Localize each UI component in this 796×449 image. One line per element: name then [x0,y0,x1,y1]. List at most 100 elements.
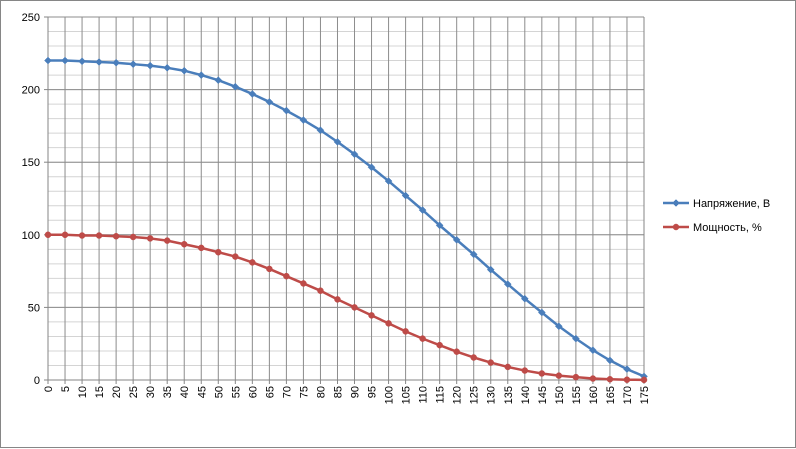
data-point [572,373,580,381]
data-point [265,98,274,106]
data-point [418,206,427,214]
data-point [486,265,495,274]
data-point [606,376,614,383]
data-point [623,365,631,373]
data-point [435,221,444,230]
y-tick-label: 0 [34,375,40,387]
legend: Напряжение, В Мощность, % [663,198,770,234]
data-point [283,272,290,280]
data-point [44,56,52,65]
x-tick-label: 65 [264,386,276,398]
series-layer [44,56,648,384]
x-tick-label: 110 [418,386,430,404]
data-point [282,106,291,115]
x-tick-label: 165 [605,386,617,404]
data-point [572,334,580,343]
x-tick-label: 0 [43,386,55,392]
legend-label: Напряжение, В [693,198,770,210]
data-point [316,126,325,135]
data-point [503,280,512,289]
data-point [300,280,307,287]
data-point [419,335,426,342]
x-tick-label: 80 [315,386,327,398]
data-point [487,359,494,366]
grid-major-lines [48,16,644,381]
data-point [589,375,597,382]
data-point [112,233,120,240]
data-point [606,356,614,365]
data-point [469,250,478,259]
x-tick-label: 125 [469,386,481,404]
data-point [95,232,103,239]
data-point [384,177,393,185]
x-tick-label: 160 [588,386,600,404]
data-point [163,237,171,244]
data-point [248,90,257,98]
series-2 [44,231,648,384]
data-point [180,240,188,248]
x-tick-label: 45 [196,386,208,398]
x-tick-label: 105 [401,386,413,404]
x-tick-label: 120 [452,386,464,404]
data-point [452,236,461,244]
data-point [537,308,546,317]
x-tick-label: 50 [213,386,225,398]
data-point [129,233,137,241]
x-tick-label: 170 [622,386,634,404]
data-point [129,60,137,69]
data-point [368,312,375,319]
x-tick-label: 25 [128,386,140,398]
y-tick-label: 150 [22,157,40,169]
data-point [61,231,69,239]
data-point [367,163,376,172]
data-point [470,354,477,361]
data-point [163,63,172,72]
x-tick-label: 55 [230,386,242,398]
data-point [231,82,240,91]
legend-marker [672,199,680,207]
data-point [232,253,239,260]
data-point [78,232,86,239]
data-point [333,138,342,146]
x-tick-label: 90 [350,386,362,398]
data-point [385,320,392,327]
legend-item: Напряжение, В [663,198,770,210]
data-point [538,370,546,377]
x-axis-tick-labels: 0 5 10 15 20 25 30 35 40 45 50 55 60 65 70 75 80 85 90 95 10… [43,380,651,404]
axes [47,17,645,381]
y-axis-tick-labels: 0 50 100 150 200 250 [22,12,48,387]
x-tick-label: 60 [247,386,259,398]
data-point [401,191,410,200]
data-point [453,348,460,355]
data-point [249,259,256,266]
x-tick-label: 175 [639,386,651,404]
data-point [351,304,358,311]
plot-area [48,17,644,380]
x-tick-label: 95 [367,386,379,398]
x-tick-label: 150 [554,386,566,404]
y-tick-label: 100 [22,230,40,242]
y-tick-label: 250 [22,12,40,24]
data-point [198,244,205,252]
data-point [95,58,103,66]
data-point [214,76,223,85]
data-point [317,287,324,294]
x-tick-label: 20 [111,386,123,398]
data-point [555,322,563,331]
x-tick-label: 130 [486,386,498,404]
data-point [402,328,409,335]
x-tick-label: 35 [162,386,174,398]
y-tick-label: 50 [28,302,40,314]
data-point [504,363,512,371]
data-point [44,231,52,239]
x-tick-label: 70 [281,386,293,398]
data-point [350,150,359,159]
data-point [266,265,273,273]
data-point [640,376,648,384]
data-point [215,248,222,256]
x-tick-label: 15 [94,386,106,398]
x-tick-label: 75 [298,386,310,398]
x-tick-label: 145 [537,386,549,404]
y-tick-label: 200 [22,85,40,97]
